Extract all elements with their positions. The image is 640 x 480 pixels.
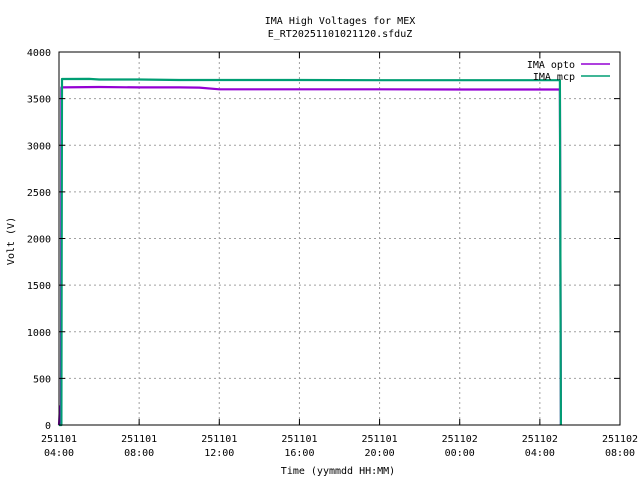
legend-label-ima-mcp: IMA mcp — [533, 72, 575, 83]
legend-label-ima-opto: IMA opto — [527, 60, 575, 71]
y-tick-label: 2000 — [27, 235, 51, 246]
x-tick-label-date: 251102 — [602, 434, 638, 445]
x-tick-label-date: 251101 — [362, 434, 398, 445]
x-tick-label-date: 251102 — [442, 434, 478, 445]
y-tick-label: 1500 — [27, 281, 51, 292]
series-line-ima-mcp — [59, 77, 562, 427]
y-tick-label: 2500 — [27, 188, 51, 199]
y-tick-label: 3000 — [27, 141, 51, 152]
x-tick-label-time: 16:00 — [284, 448, 314, 459]
chart-title: IMA High Voltages for MEX — [265, 16, 416, 27]
grid-lines — [59, 52, 620, 425]
x-tick-label-time: 04:00 — [525, 448, 555, 459]
x-tick-label-time: 04:00 — [44, 448, 74, 459]
x-axis-label: Time (yymmdd HH:MM) — [281, 466, 395, 477]
x-tick-label-date: 251101 — [121, 434, 157, 445]
chart-subtitle: E_RT20251101021120.sfduZ — [268, 29, 413, 40]
x-tick-label-time: 00:00 — [445, 448, 475, 459]
x-tick-label-date: 251101 — [201, 434, 237, 445]
x-tick-label-time: 08:00 — [605, 448, 635, 459]
series-line-ima-opto — [57, 85, 562, 427]
x-tick-label-date: 251101 — [41, 434, 77, 445]
y-tick-label: 1000 — [27, 328, 51, 339]
axes: 0 500 1000 1500 2000 2500 3000 3500 4000 251101 04… — [27, 48, 638, 459]
x-tick-label-time: 20:00 — [365, 448, 395, 459]
x-tick-label-time: 12:00 — [204, 448, 234, 459]
y-tick-label: 3500 — [27, 95, 51, 106]
x-tick-label-date: 251102 — [522, 434, 558, 445]
y-axis-label: Volt (V) — [6, 217, 17, 265]
x-tick-label-time: 08:00 — [124, 448, 154, 459]
y-tick-label: 0 — [45, 421, 51, 432]
series-layer — [57, 77, 562, 427]
y-tick-label: 500 — [33, 374, 51, 385]
x-tick-label-date: 251101 — [281, 434, 317, 445]
y-tick-label: 4000 — [27, 48, 51, 59]
